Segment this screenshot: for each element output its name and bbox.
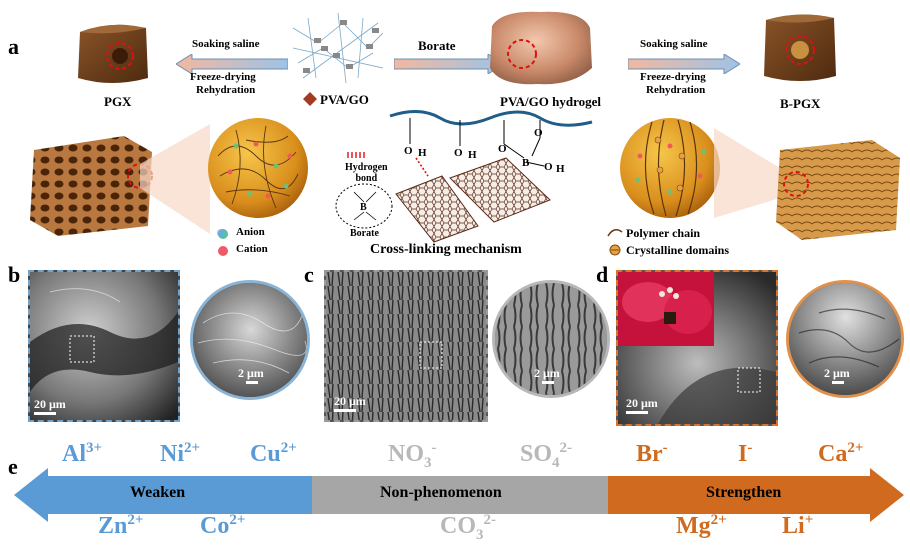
pgx-molecular-sphere [208,118,308,218]
panel-b-scale-main: 20 μm [34,397,66,411]
oxygen-label-3: O [498,143,507,155]
ion-li: Li+ [782,512,814,539]
weaken-label: Weaken [130,484,186,501]
zoom-connector-right [714,128,780,218]
b-pgx-molecular-sphere [620,118,720,218]
panel-b-inset-scale-bar [246,381,258,384]
hydrogen-label-1: H [418,147,427,159]
panel-b-scale-bar [34,412,56,415]
polymer-chain-icon [607,228,623,237]
left-arrow-line3: Rehydration [196,84,256,96]
pgx-porous-structure [30,136,153,236]
panel-b-sem-image [28,270,180,422]
oxygen-label-5: O [544,161,553,173]
pva-go-marker-icon [303,92,317,106]
cation-dot-icon [218,246,228,256]
panel-label-d: d [596,262,609,287]
hydrogen-bond-line1: Hydrogen [345,162,388,173]
panel-c-inset-texture [495,283,607,395]
ion-cu: Cu2+ [250,440,297,467]
panel-label-a: a [8,34,19,59]
panel-label-b: b [8,262,21,287]
oxygen-label-1: O [404,145,413,157]
boron-label-center: B [522,157,530,169]
borate-ring-boron: B [360,202,367,213]
hydrogen-bond-line2: bond [355,173,378,184]
ion-al: Al3+ [62,440,103,467]
ion-br: Br- [636,440,668,467]
right-arrow-line3: Rehydration [646,84,706,96]
panel-b-inset-texture [193,283,307,397]
left-arrow-line1: Soaking saline [192,38,260,50]
non-phenomenon-label: Non-phenomenon [380,484,502,501]
non-phenomenon-segment [312,476,608,514]
b-pgx-cube-illustration [764,14,836,82]
right-process-arrow [628,54,740,74]
panel-c-inset-circle [492,280,610,398]
anion-legend-label: Anion [236,226,265,238]
panel-b-sem-texture [30,272,178,420]
b-pgx-label: B-PGX [780,96,821,111]
anion-dot-icon [217,229,228,239]
hydrogen-label-3: H [556,163,565,175]
panel-d-scale-main: 20 μm [626,396,658,410]
panel-d-inset-circle [786,280,904,398]
pva-go-network-illustration [292,12,384,84]
cation-legend-label: Cation [236,243,268,255]
hydrogen-label-2: H [468,149,477,161]
flower-photo-texture [618,272,714,346]
panel-d-scale-inset: 2 μm [824,366,850,380]
panel-b-scale-inset: 2 μm [238,366,264,380]
borate-ring-label: Borate [350,228,379,239]
crystalline-legend-label: Crystalline domains [626,243,730,257]
panel-d-inset-texture [789,283,901,395]
panel-d-scale-bar [626,411,648,414]
ion-ni: Ni2+ [160,440,201,467]
pgx-label: PGX [104,94,132,109]
hydrogen-bond-label: Hydrogen bond [345,162,388,184]
panel-c-inset-scale-bar [542,381,554,384]
ion-co3: CO32- [440,512,496,543]
borate-arrow-label: Borate [418,38,456,53]
panel-label-e: e [8,454,18,479]
panel-d-inset-scale-bar [832,381,844,384]
left-process-arrow [176,54,288,74]
ion-mg: Mg2+ [676,512,727,539]
panel-c-scale-bar [334,409,356,412]
oxygen-label-2: O [454,147,463,159]
mechanism-caption: Cross-linking mechanism [370,242,522,257]
panel-c-scale-main: 20 μm [334,394,366,408]
cross-linking-mechanism-diagram: O H O H O O B O H B [335,110,593,243]
zoom-connector-left [140,124,210,234]
oxygen-label-4: O [534,127,543,139]
pgx-cube-illustration [78,24,148,83]
panel-c-sem-texture [326,272,486,420]
ion-so4: SO42- [520,440,573,471]
ion-co: Co2+ [200,512,246,539]
polymer-chain-legend-label: Polymer chain [626,226,701,240]
ion-i: I- [738,440,753,467]
weaken-arrow-segment [14,468,312,522]
strengthen-arrow-segment [608,468,904,522]
ion-effect-arrow [14,468,904,522]
panel-label-c: c [304,262,314,287]
flower-photo-inset [618,272,714,346]
ion-zn: Zn2+ [98,512,144,539]
b-pgx-porous-structure [776,140,900,240]
pva-go-hydrogel-label: PVA/GO hydrogel [500,94,602,109]
ion-ca: Ca2+ [818,440,864,467]
pva-go-label: PVA/GO [320,92,369,107]
left-arrow-line2: Freeze-drying [190,71,256,83]
panel-c-scale-inset: 2 μm [534,366,560,380]
right-arrow-line1: Soaking saline [640,38,708,50]
crystalline-domain-icon [609,244,621,256]
strengthen-label: Strengthen [706,484,782,501]
panel-b-inset-circle [190,280,310,400]
panel-c-sem-image [324,270,488,422]
ion-no3: NO3- [388,440,437,471]
pva-go-hydrogel-illustration [490,11,592,85]
right-arrow-line2: Freeze-drying [640,71,706,83]
